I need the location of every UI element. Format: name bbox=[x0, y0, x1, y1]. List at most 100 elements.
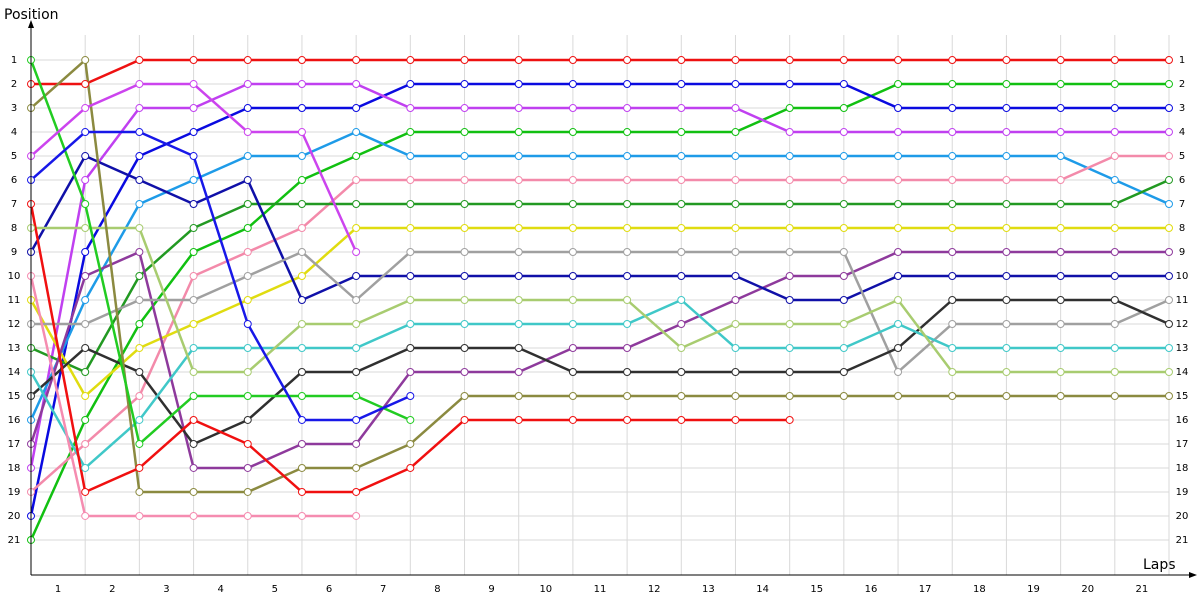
point bbox=[568, 152, 577, 161]
point bbox=[894, 343, 903, 352]
point bbox=[406, 272, 415, 281]
point bbox=[1165, 319, 1173, 328]
point bbox=[1002, 128, 1011, 137]
y-tick-label: 18 bbox=[8, 463, 21, 474]
point bbox=[677, 296, 686, 304]
point bbox=[297, 487, 306, 496]
point bbox=[623, 391, 632, 400]
point bbox=[894, 200, 903, 209]
point bbox=[352, 128, 361, 137]
point bbox=[135, 296, 144, 304]
point bbox=[243, 511, 252, 520]
point bbox=[1110, 128, 1119, 137]
point bbox=[243, 272, 252, 281]
point bbox=[135, 128, 144, 137]
point bbox=[1110, 343, 1119, 352]
point bbox=[297, 128, 306, 137]
point bbox=[243, 128, 252, 137]
series-line bbox=[29, 82, 1169, 541]
point bbox=[514, 272, 523, 281]
point bbox=[352, 463, 361, 472]
point bbox=[297, 415, 306, 424]
point bbox=[81, 56, 90, 65]
point bbox=[460, 128, 469, 137]
point bbox=[568, 128, 577, 137]
point bbox=[839, 248, 848, 257]
point bbox=[839, 296, 848, 304]
point bbox=[1165, 200, 1173, 209]
y-tick-label-right: 7 bbox=[1179, 199, 1185, 210]
point bbox=[948, 176, 957, 185]
point bbox=[785, 367, 794, 376]
series-line bbox=[29, 298, 1169, 470]
y-tick-label-right: 8 bbox=[1179, 223, 1185, 234]
point bbox=[1165, 296, 1173, 304]
point bbox=[1110, 80, 1119, 89]
y-tick-label: 8 bbox=[11, 223, 17, 234]
y-tick-label-right: 3 bbox=[1179, 103, 1185, 114]
point bbox=[189, 56, 198, 65]
x-tick-label: 18 bbox=[973, 584, 986, 595]
point bbox=[514, 56, 523, 65]
point bbox=[731, 80, 740, 89]
point bbox=[839, 176, 848, 185]
point bbox=[839, 80, 848, 89]
point bbox=[135, 487, 144, 496]
point bbox=[243, 415, 252, 424]
point bbox=[352, 439, 361, 448]
point bbox=[948, 248, 957, 257]
point bbox=[243, 56, 252, 65]
point bbox=[352, 296, 361, 304]
point bbox=[839, 319, 848, 328]
point bbox=[406, 391, 415, 400]
point bbox=[406, 104, 415, 113]
point bbox=[839, 152, 848, 161]
point bbox=[243, 367, 252, 376]
point bbox=[243, 343, 252, 352]
point bbox=[568, 296, 577, 304]
point bbox=[839, 367, 848, 376]
point bbox=[135, 224, 144, 233]
point bbox=[894, 296, 903, 304]
point bbox=[1056, 176, 1065, 185]
point bbox=[406, 439, 415, 448]
point bbox=[677, 176, 686, 185]
point bbox=[135, 200, 144, 209]
series-line bbox=[29, 59, 411, 446]
point bbox=[785, 415, 794, 424]
y-tick-label-right: 4 bbox=[1179, 127, 1185, 138]
point bbox=[785, 200, 794, 209]
point bbox=[243, 200, 252, 209]
point bbox=[677, 80, 686, 89]
point bbox=[1056, 343, 1065, 352]
point bbox=[948, 128, 957, 137]
y-tick-label-right: 14 bbox=[1176, 367, 1189, 378]
series-line bbox=[30, 130, 411, 422]
point bbox=[406, 367, 415, 376]
point bbox=[785, 56, 794, 65]
point bbox=[514, 319, 523, 328]
point bbox=[297, 200, 306, 209]
point bbox=[189, 487, 198, 496]
point bbox=[731, 248, 740, 257]
point bbox=[1056, 200, 1065, 209]
point bbox=[568, 367, 577, 376]
y-tick-label: 11 bbox=[8, 295, 21, 306]
point bbox=[948, 272, 957, 281]
point bbox=[894, 152, 903, 161]
point bbox=[1056, 128, 1065, 137]
point bbox=[1165, 343, 1173, 352]
point bbox=[352, 487, 361, 496]
point bbox=[623, 367, 632, 376]
point bbox=[568, 80, 577, 89]
point bbox=[460, 343, 469, 352]
point bbox=[406, 248, 415, 257]
point bbox=[1110, 319, 1119, 328]
point bbox=[731, 128, 740, 137]
point bbox=[1056, 80, 1065, 89]
point bbox=[243, 248, 252, 257]
point bbox=[460, 104, 469, 113]
y-tick-label: 15 bbox=[8, 391, 21, 402]
x-tick-label: 14 bbox=[756, 584, 769, 595]
point bbox=[1002, 319, 1011, 328]
